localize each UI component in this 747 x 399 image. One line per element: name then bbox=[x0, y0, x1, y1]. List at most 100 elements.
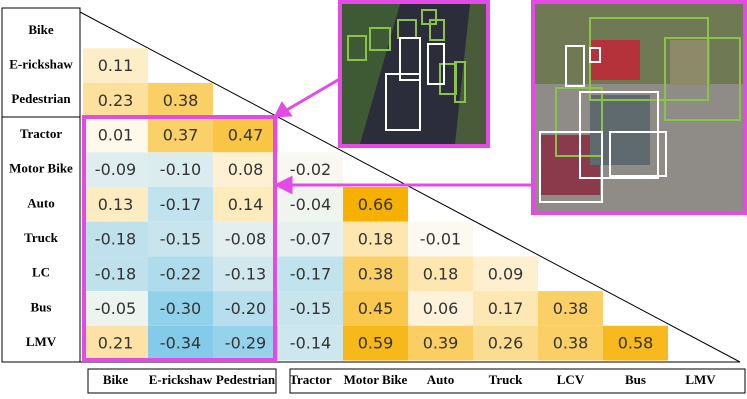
cell bbox=[473, 325, 538, 361]
value-label: -0.18 bbox=[95, 230, 136, 249]
value-label: 0.23 bbox=[98, 91, 134, 110]
photo-vehicle bbox=[590, 40, 640, 80]
cell bbox=[213, 152, 278, 187]
value-label: -0.17 bbox=[160, 195, 201, 214]
value-label: 0.37 bbox=[163, 125, 199, 144]
cell bbox=[343, 256, 408, 292]
value-label: -0.30 bbox=[160, 299, 201, 318]
photo-bg bbox=[455, 4, 486, 144]
value-label: -0.07 bbox=[290, 230, 331, 249]
boxes bbox=[539, 17, 741, 203]
cell bbox=[148, 152, 213, 187]
cell bbox=[213, 187, 278, 222]
column-label: Auto bbox=[427, 372, 454, 387]
cell bbox=[538, 325, 603, 361]
value-label: 0.21 bbox=[98, 334, 134, 353]
cell bbox=[538, 291, 603, 326]
arrow-head bbox=[273, 101, 293, 118]
column-label: Motor Bike bbox=[344, 372, 408, 387]
value-label: 0.13 bbox=[98, 195, 134, 214]
cell bbox=[83, 256, 148, 292]
cell bbox=[278, 221, 343, 257]
cell bbox=[278, 325, 343, 361]
row-label: Bike bbox=[28, 22, 54, 37]
triangle-outline bbox=[79, 11, 741, 363]
value-label: 0.18 bbox=[423, 264, 459, 283]
value-label: -0.22 bbox=[160, 264, 201, 283]
photo bbox=[338, 0, 490, 148]
value-label: -0.18 bbox=[95, 264, 136, 283]
value-label: -0.15 bbox=[160, 230, 201, 249]
row-label: LC bbox=[32, 265, 50, 280]
value-label: -0.17 bbox=[290, 264, 331, 283]
cell bbox=[83, 291, 148, 326]
value-label: -0.13 bbox=[225, 264, 266, 283]
cell bbox=[408, 221, 473, 257]
arrow-head bbox=[273, 175, 293, 195]
cell bbox=[278, 187, 343, 222]
cell bbox=[343, 187, 408, 222]
column-label: Tractor bbox=[289, 372, 332, 387]
value-label: 0.14 bbox=[228, 195, 264, 214]
cell bbox=[343, 221, 408, 257]
cell bbox=[278, 291, 343, 326]
value-label: -0.20 bbox=[225, 299, 266, 318]
value-label: 0.38 bbox=[358, 264, 394, 283]
value-label: 0.17 bbox=[488, 299, 524, 318]
row-label: Tractor bbox=[20, 126, 63, 141]
value-label: 0.45 bbox=[358, 299, 394, 318]
value-label: 0.39 bbox=[423, 334, 459, 353]
value-label: 0.38 bbox=[553, 299, 589, 318]
cell bbox=[213, 291, 278, 326]
highlight-box bbox=[82, 115, 277, 362]
column-label: E-rickshaw bbox=[149, 372, 213, 387]
cell bbox=[148, 221, 213, 257]
cell bbox=[148, 325, 213, 361]
frames bbox=[1, 7, 746, 394]
row-label-box bbox=[1, 116, 81, 363]
cell bbox=[343, 291, 408, 326]
cell bbox=[213, 256, 278, 292]
cell bbox=[473, 291, 538, 326]
value-label: 0.01 bbox=[98, 125, 134, 144]
row-label: Bus bbox=[31, 299, 52, 314]
value-label: 0.59 bbox=[358, 334, 394, 353]
cell bbox=[148, 256, 213, 292]
value-label: 0.66 bbox=[358, 195, 394, 214]
boxes bbox=[347, 9, 466, 131]
value-label: 0.47 bbox=[228, 125, 264, 144]
cell bbox=[148, 82, 213, 118]
value-label: -0.15 bbox=[290, 299, 331, 318]
photo-vehicle bbox=[670, 40, 710, 85]
value-label: 0.09 bbox=[488, 264, 524, 283]
value-label: 0.06 bbox=[423, 299, 459, 318]
value-label: 0.26 bbox=[488, 334, 524, 353]
cell bbox=[83, 117, 148, 153]
value-label: -0.09 bbox=[95, 160, 136, 179]
cell bbox=[148, 187, 213, 222]
cell bbox=[278, 256, 343, 292]
value-label: 0.11 bbox=[98, 56, 134, 75]
column-label: Bike bbox=[103, 372, 129, 387]
value-label: -0.14 bbox=[290, 334, 331, 353]
cell bbox=[213, 117, 278, 153]
column-label: Truck bbox=[489, 372, 523, 387]
column-label: Pedestrian bbox=[216, 372, 276, 387]
photo-vehicle bbox=[590, 95, 650, 165]
row-label: E-rickshaw bbox=[9, 57, 73, 72]
row-label: Pedestrian bbox=[11, 91, 71, 106]
cell bbox=[83, 152, 148, 187]
cell bbox=[473, 256, 538, 292]
cell bbox=[343, 325, 408, 361]
cell bbox=[603, 325, 668, 361]
value-label: -0.08 bbox=[225, 230, 266, 249]
cell bbox=[83, 325, 148, 361]
value-label: -0.10 bbox=[160, 160, 201, 179]
row-label: Truck bbox=[24, 230, 58, 245]
cell bbox=[83, 221, 148, 257]
value-label: 0.08 bbox=[228, 160, 264, 179]
photo-bg bbox=[342, 4, 400, 144]
cell bbox=[83, 82, 148, 118]
value-label: -0.01 bbox=[420, 230, 461, 249]
column-label-box bbox=[289, 368, 746, 394]
